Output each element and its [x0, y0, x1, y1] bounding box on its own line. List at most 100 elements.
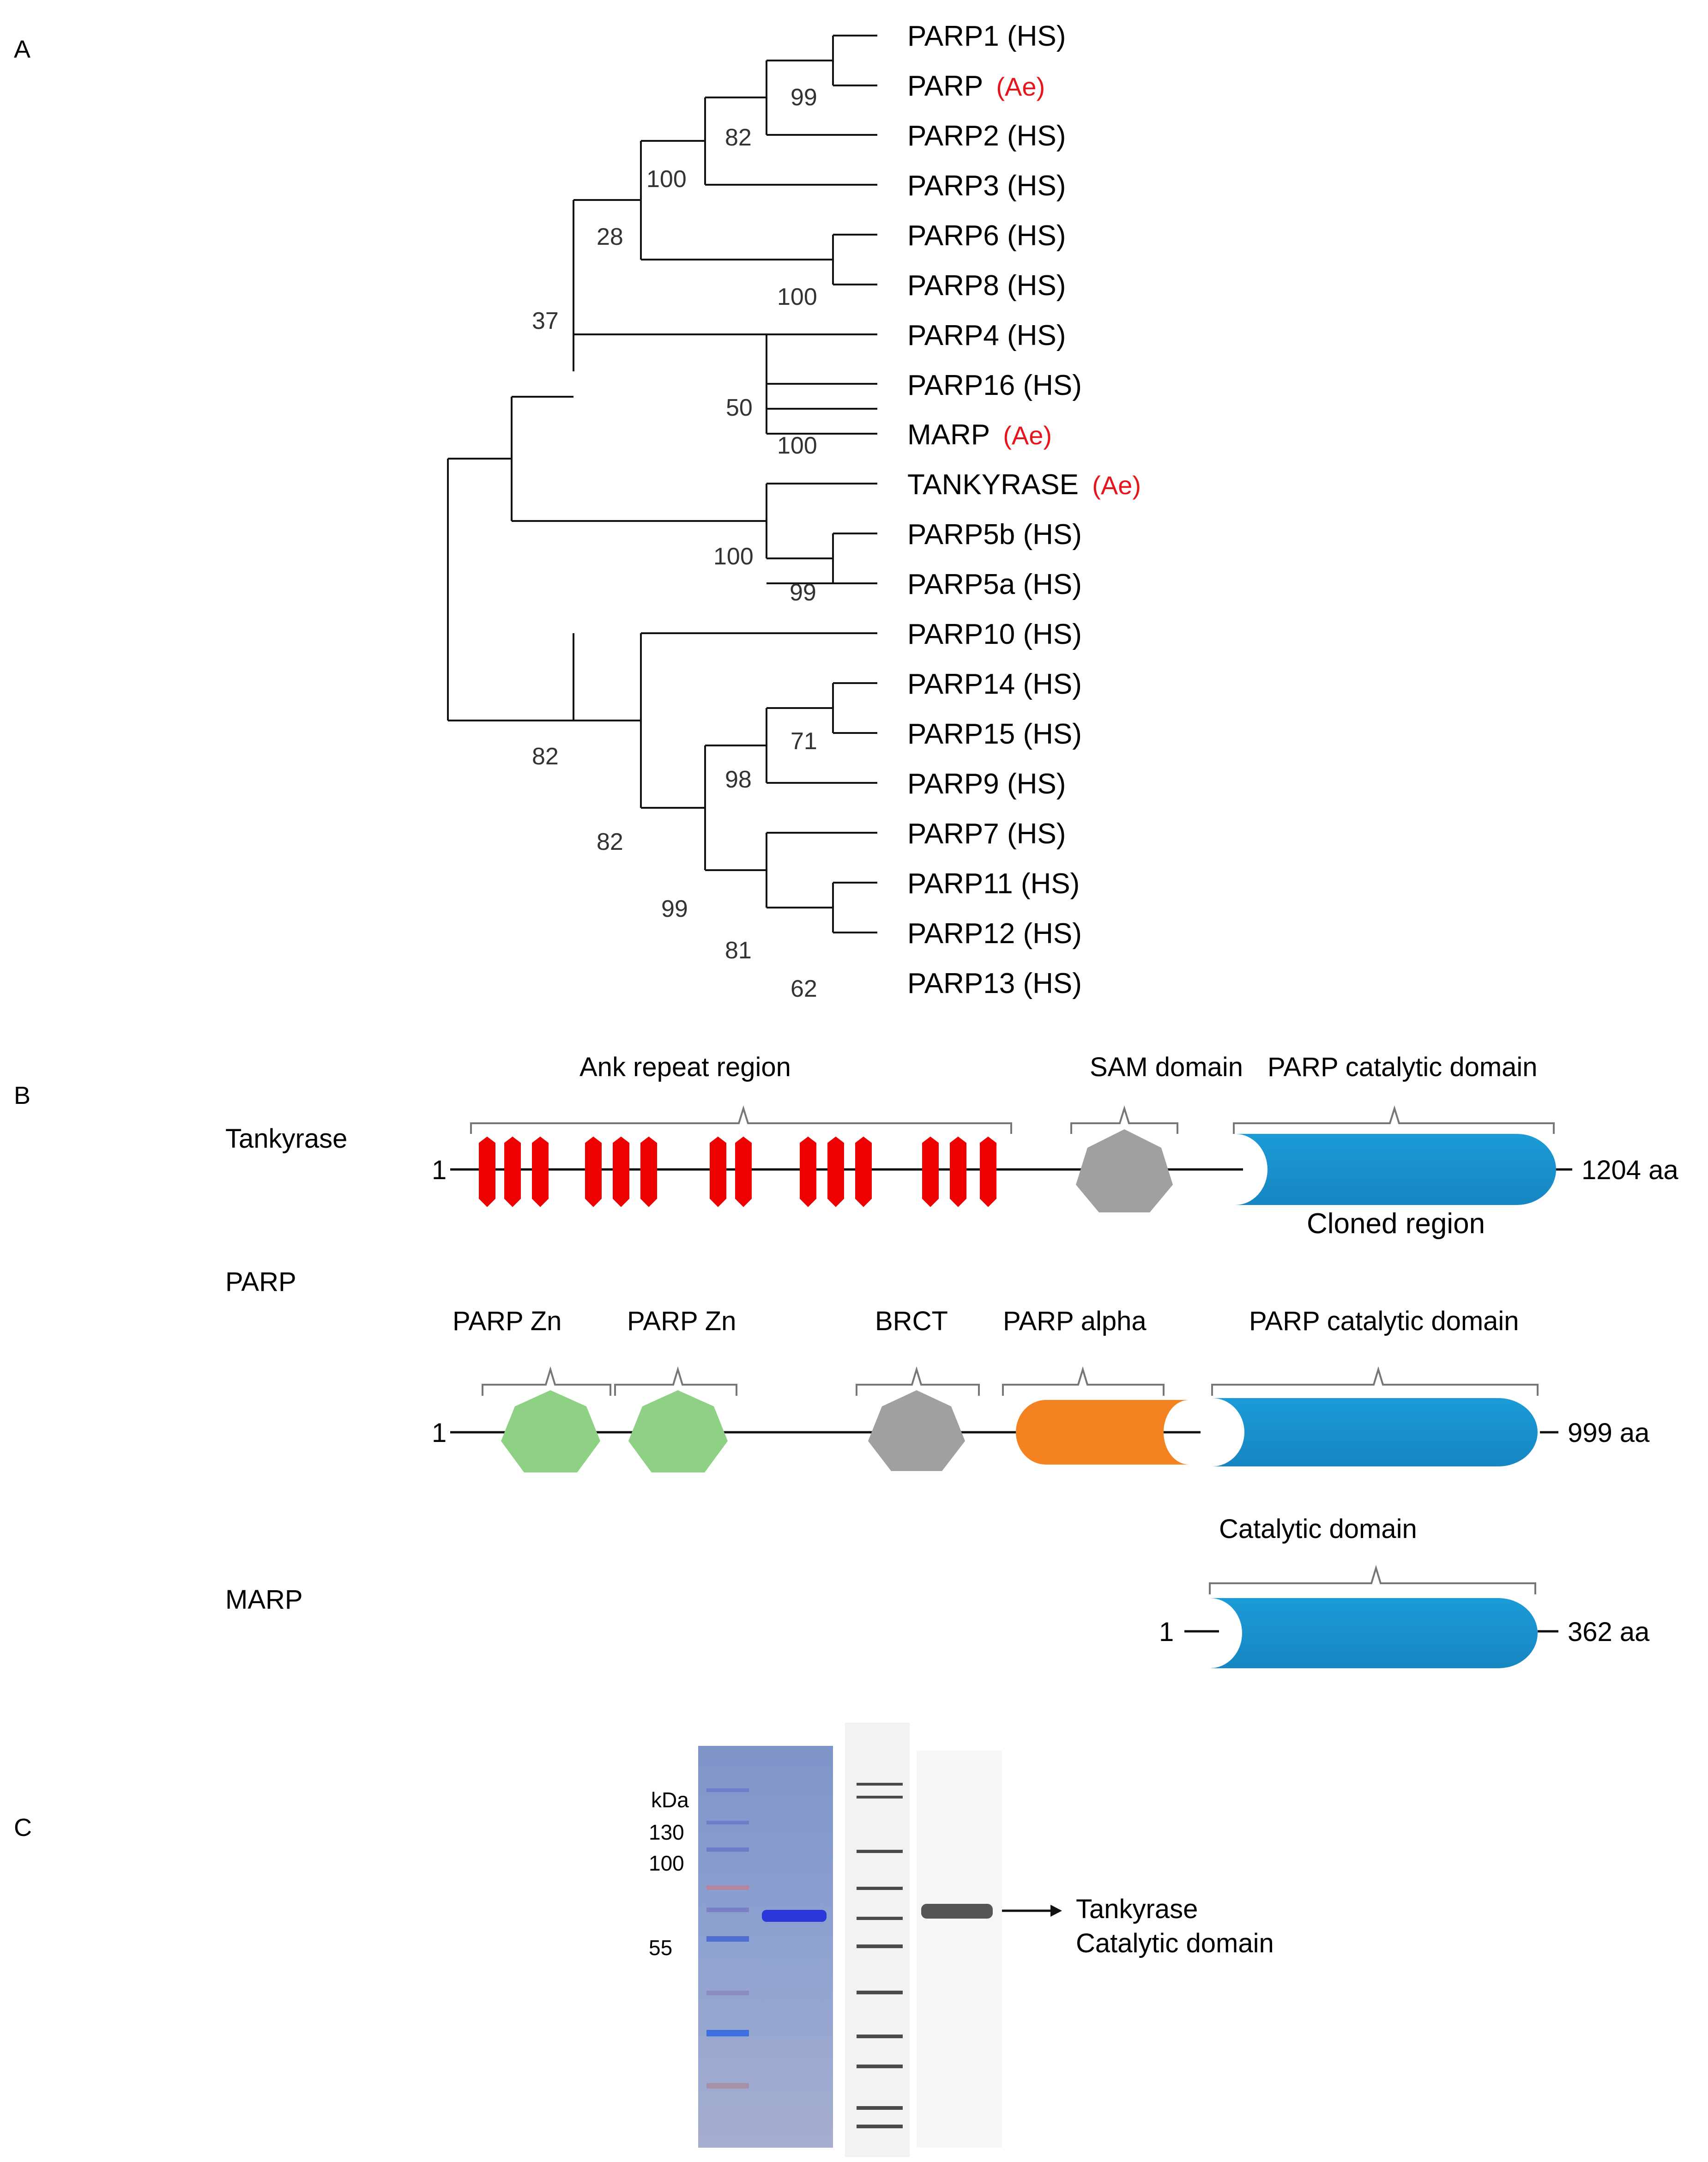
western-ladder [845, 1723, 910, 2157]
zn2-label: PARP Zn [627, 1306, 736, 1336]
bootstrap-value: 99 [661, 896, 688, 922]
taxon-parp16: PARP16 (HS) [907, 369, 1082, 401]
marker-130: 130 [649, 1820, 684, 1844]
coomassie-target-band [762, 1910, 827, 1922]
ank-repeat [640, 1136, 657, 1207]
ladder-bands-coomassie [706, 1788, 749, 2089]
taxon-parp2: PARP2 (HS) [907, 120, 1066, 152]
tankyrase-catalytic-shape [1235, 1134, 1556, 1205]
marp-start: 1 [1159, 1617, 1174, 1647]
ank-repeats [479, 1136, 996, 1207]
parp-row-label: PARP [225, 1267, 296, 1297]
ank-repeat [710, 1136, 726, 1207]
bootstrap-value: 99 [790, 579, 816, 606]
zn1-label: PARP Zn [453, 1306, 561, 1336]
zn1-shape [501, 1390, 600, 1472]
marp-cat-label: Catalytic domain [1219, 1514, 1417, 1544]
ank-repeat [827, 1136, 844, 1207]
marp-cat-brace [1209, 1565, 1536, 1594]
bootstrap-value: 100 [777, 432, 817, 459]
parp-domain-map: PARP PARP Zn PARP Zn BRCT PARP alpha PAR… [225, 1267, 1650, 1472]
tankyrase-end: 1204 aa [1581, 1155, 1678, 1185]
bootstrap-value: 82 [725, 124, 752, 151]
taxon-tankyrase-ae: TANKYRASE (Ae) [907, 469, 1141, 501]
ladder-bands-western [857, 1783, 903, 2128]
marker-100: 100 [649, 1851, 684, 1875]
sam-domain-shape [1076, 1129, 1173, 1212]
alpha-shape [1016, 1400, 1189, 1465]
annotation-line2: Catalytic domain [1076, 1928, 1274, 1958]
ank-repeat [922, 1136, 939, 1207]
ank-repeat-brace [470, 1105, 1012, 1134]
bootstrap-value: 99 [791, 84, 817, 111]
parp-catalytic-shape [1212, 1398, 1538, 1466]
bootstrap-value: 81 [725, 937, 752, 964]
panel-b-label: B [14, 1082, 30, 1109]
alpha-brace [1002, 1366, 1165, 1396]
gel-annotation: Tankyrase Catalytic domain [1002, 1894, 1274, 1958]
bootstrap-value: 28 [597, 224, 623, 250]
kda-label: kDa [651, 1788, 689, 1812]
bootstrap-value: 100 [713, 543, 754, 570]
parp-end: 999 aa [1568, 1418, 1650, 1448]
phylogenetic-tree [447, 35, 877, 933]
sam-domain-label: SAM domain [1090, 1052, 1243, 1082]
ank-repeat [950, 1136, 966, 1207]
tankyrase-start: 1 [432, 1155, 447, 1185]
ank-repeat [585, 1136, 602, 1207]
bootstrap-value: 82 [597, 829, 623, 855]
gel-image [698, 1723, 1002, 2157]
tankyrase-domain-map: Tankyrase 1 1204 aa Ank repeat region SA… [225, 1052, 1678, 1240]
zn2-brace [614, 1366, 737, 1396]
tree-branches [447, 35, 877, 933]
tankyrase-row-label: Tankyrase [225, 1124, 347, 1154]
gel-markers: kDa 130 100 55 [649, 1788, 689, 1960]
taxon-parp7: PARP7 (HS) [907, 818, 1066, 850]
ank-repeat [532, 1136, 549, 1207]
taxon-parp9: PARP9 (HS) [907, 768, 1066, 800]
taxon-parp15: PARP15 (HS) [907, 718, 1082, 750]
taxon-parp1: PARP1 (HS) [907, 20, 1066, 52]
ank-repeat [479, 1136, 495, 1207]
bootstrap-value: 82 [532, 743, 559, 770]
taxon-parp-ae: PARP (Ae) [907, 70, 1045, 102]
brct-brace [856, 1366, 980, 1396]
taxon-marp-ae: MARP (Ae) [907, 419, 1052, 451]
taxon-parp12: PARP12 (HS) [907, 918, 1082, 950]
ank-repeat [855, 1136, 872, 1207]
zn2-shape [628, 1390, 728, 1472]
tankyrase-cat-brace [1233, 1105, 1555, 1134]
tree-taxon-labels: PARP1 (HS) PARP (Ae) PARP2 (HS) PARP3 (H… [907, 20, 1141, 999]
bootstrap-value: 62 [791, 975, 817, 1002]
marp-domain-map: MARP Catalytic domain 1 362 aa [225, 1514, 1650, 1668]
taxon-parp4: PARP4 (HS) [907, 320, 1066, 351]
panel-a-label: A [14, 36, 30, 63]
taxon-parp10: PARP10 (HS) [907, 618, 1082, 650]
parp-cat-brace [1211, 1366, 1539, 1396]
parp-start: 1 [432, 1418, 447, 1448]
panel-c-label: C [14, 1814, 32, 1841]
coomassie-gel [698, 1746, 833, 2148]
tankyrase-cat-label: PARP catalytic domain [1267, 1052, 1538, 1082]
brct-shape [868, 1390, 965, 1471]
brct-label: BRCT [875, 1306, 948, 1336]
cloned-region-label: Cloned region [1307, 1208, 1485, 1240]
marp-catalytic-shape [1210, 1598, 1538, 1668]
arrow-right-icon [1050, 1905, 1062, 1917]
taxon-parp11: PARP11 (HS) [907, 868, 1080, 900]
bootstrap-value: 100 [777, 284, 817, 310]
parp-cat-label: PARP catalytic domain [1249, 1306, 1519, 1336]
ank-repeat [980, 1136, 996, 1207]
taxon-parp6: PARP6 (HS) [907, 220, 1066, 252]
alpha-label: PARP alpha [1003, 1306, 1147, 1336]
taxon-parp14: PARP14 (HS) [907, 668, 1082, 700]
taxon-parp13: PARP13 (HS) [907, 968, 1082, 999]
ank-repeat-label: Ank repeat region [579, 1052, 791, 1082]
marker-55: 55 [649, 1936, 672, 1960]
bootstrap-values: 99 82 100 28 100 37 50 100 100 99 82 71 … [532, 84, 817, 1002]
ank-repeat [735, 1136, 752, 1207]
bootstrap-value: 98 [725, 766, 752, 793]
taxon-parp5b: PARP5b (HS) [907, 519, 1082, 551]
marp-end: 362 aa [1568, 1617, 1650, 1647]
